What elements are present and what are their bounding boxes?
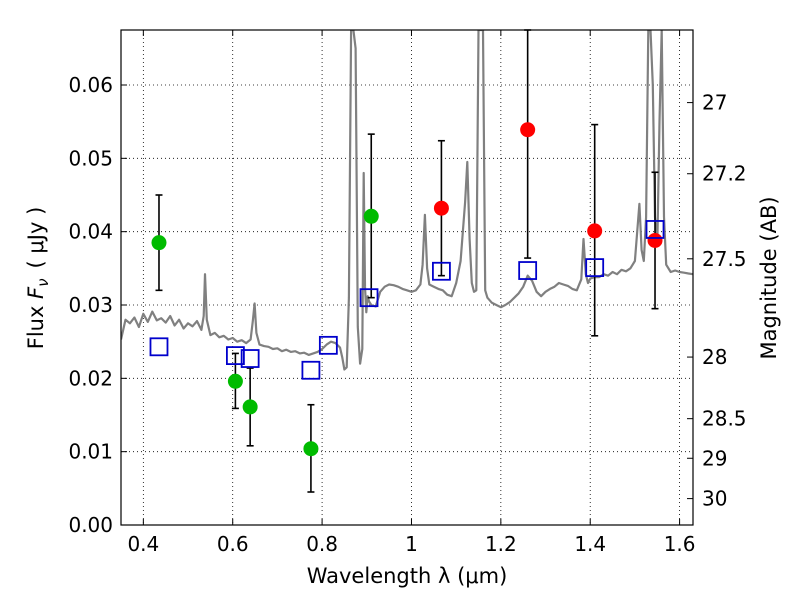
x-tick-label: 0.4 (127, 532, 159, 556)
y-tick-label: 0.06 (68, 73, 113, 97)
data-point-circle (303, 441, 319, 457)
y-tick-label: 0.01 (68, 440, 113, 464)
x-tick-label: 0.6 (217, 532, 249, 556)
data-point-square (301, 360, 321, 380)
data-point-square (518, 261, 538, 280)
axis-ticks (121, 30, 693, 526)
y2-tick-label: 29 (702, 446, 727, 470)
y-tick-label: 0.04 (68, 220, 113, 244)
data-point-circle (363, 208, 379, 224)
data-point-square (432, 261, 451, 281)
data-point-circle (242, 399, 258, 415)
tick-labels: 0.4 0.6 0.8 1 1.2 1.4 1.6 0.00 0.01 0.02 0.03 0.04 0… (68, 73, 746, 556)
x-axis-label: Wavelength λ (μm) (307, 564, 508, 588)
data-point-square (240, 349, 260, 368)
data-point-circle (151, 235, 167, 251)
data-point-circle (520, 122, 536, 138)
data-point-circle (647, 232, 663, 248)
y2-tick-label: 27.5 (702, 247, 747, 271)
data-point-square (149, 337, 169, 357)
data-point-circle (227, 373, 243, 389)
x-tick-label: 1 (405, 532, 418, 556)
x-tick-label: 1.6 (664, 532, 696, 556)
x-tick-label: 1.2 (485, 532, 517, 556)
data-point-square (585, 258, 605, 278)
y-tick-label: 0.05 (68, 146, 113, 170)
data-point-square (645, 220, 665, 239)
y-axis-label: Flux Fν( μJy ) (24, 207, 52, 350)
y-tick-label: 0.00 (68, 513, 113, 537)
data-point-circle (433, 200, 449, 216)
y-tick-label: 0.03 (68, 293, 113, 317)
x-tick-label: 1.4 (574, 532, 606, 556)
data-point-square (225, 346, 245, 366)
y2-tick-label: 30 (702, 487, 727, 511)
x-tick-label: 0.8 (306, 532, 338, 556)
y2-axis-label: Magnitude (AB) (757, 196, 781, 359)
data-points (149, 122, 665, 457)
data-point-square (318, 335, 338, 355)
data-point-square (359, 288, 379, 308)
y2-tick-label: 28 (702, 345, 727, 369)
y2-tick-label: 27.2 (702, 162, 747, 186)
y2-tick-label: 27 (702, 91, 727, 115)
y2-tick-label: 28.5 (702, 407, 747, 431)
plot-frame (120, 29, 694, 526)
y-tick-label: 0.02 (68, 366, 113, 390)
data-point-circle (587, 223, 603, 239)
plot-background (121, 30, 693, 525)
